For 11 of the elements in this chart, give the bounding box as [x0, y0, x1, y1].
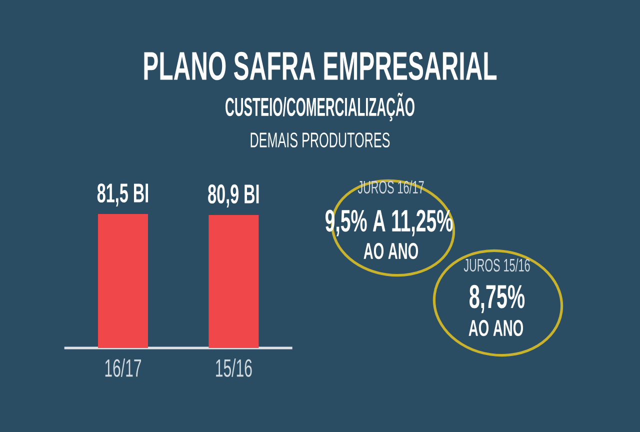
text: JUROS 15/16	[464, 258, 530, 272]
x-tick-label: 16/17	[105, 358, 142, 377]
data-label: 80,9 BI	[208, 184, 259, 208]
x-tick-label: 15/16	[216, 358, 252, 377]
text: 8,75%	[470, 284, 525, 314]
text: AO ANO	[468, 320, 524, 336]
text: DEMAIS PRODUTORES	[250, 132, 390, 148]
chart-title: PLANO SAFRA EMPRESARIAL	[144, 52, 497, 80]
chart-subtitle: CUSTEIO/COMERCIALIZAÇÃO	[226, 92, 414, 122]
data-label: 81,5 BI	[97, 183, 148, 206]
text: AO ANO	[364, 242, 418, 260]
